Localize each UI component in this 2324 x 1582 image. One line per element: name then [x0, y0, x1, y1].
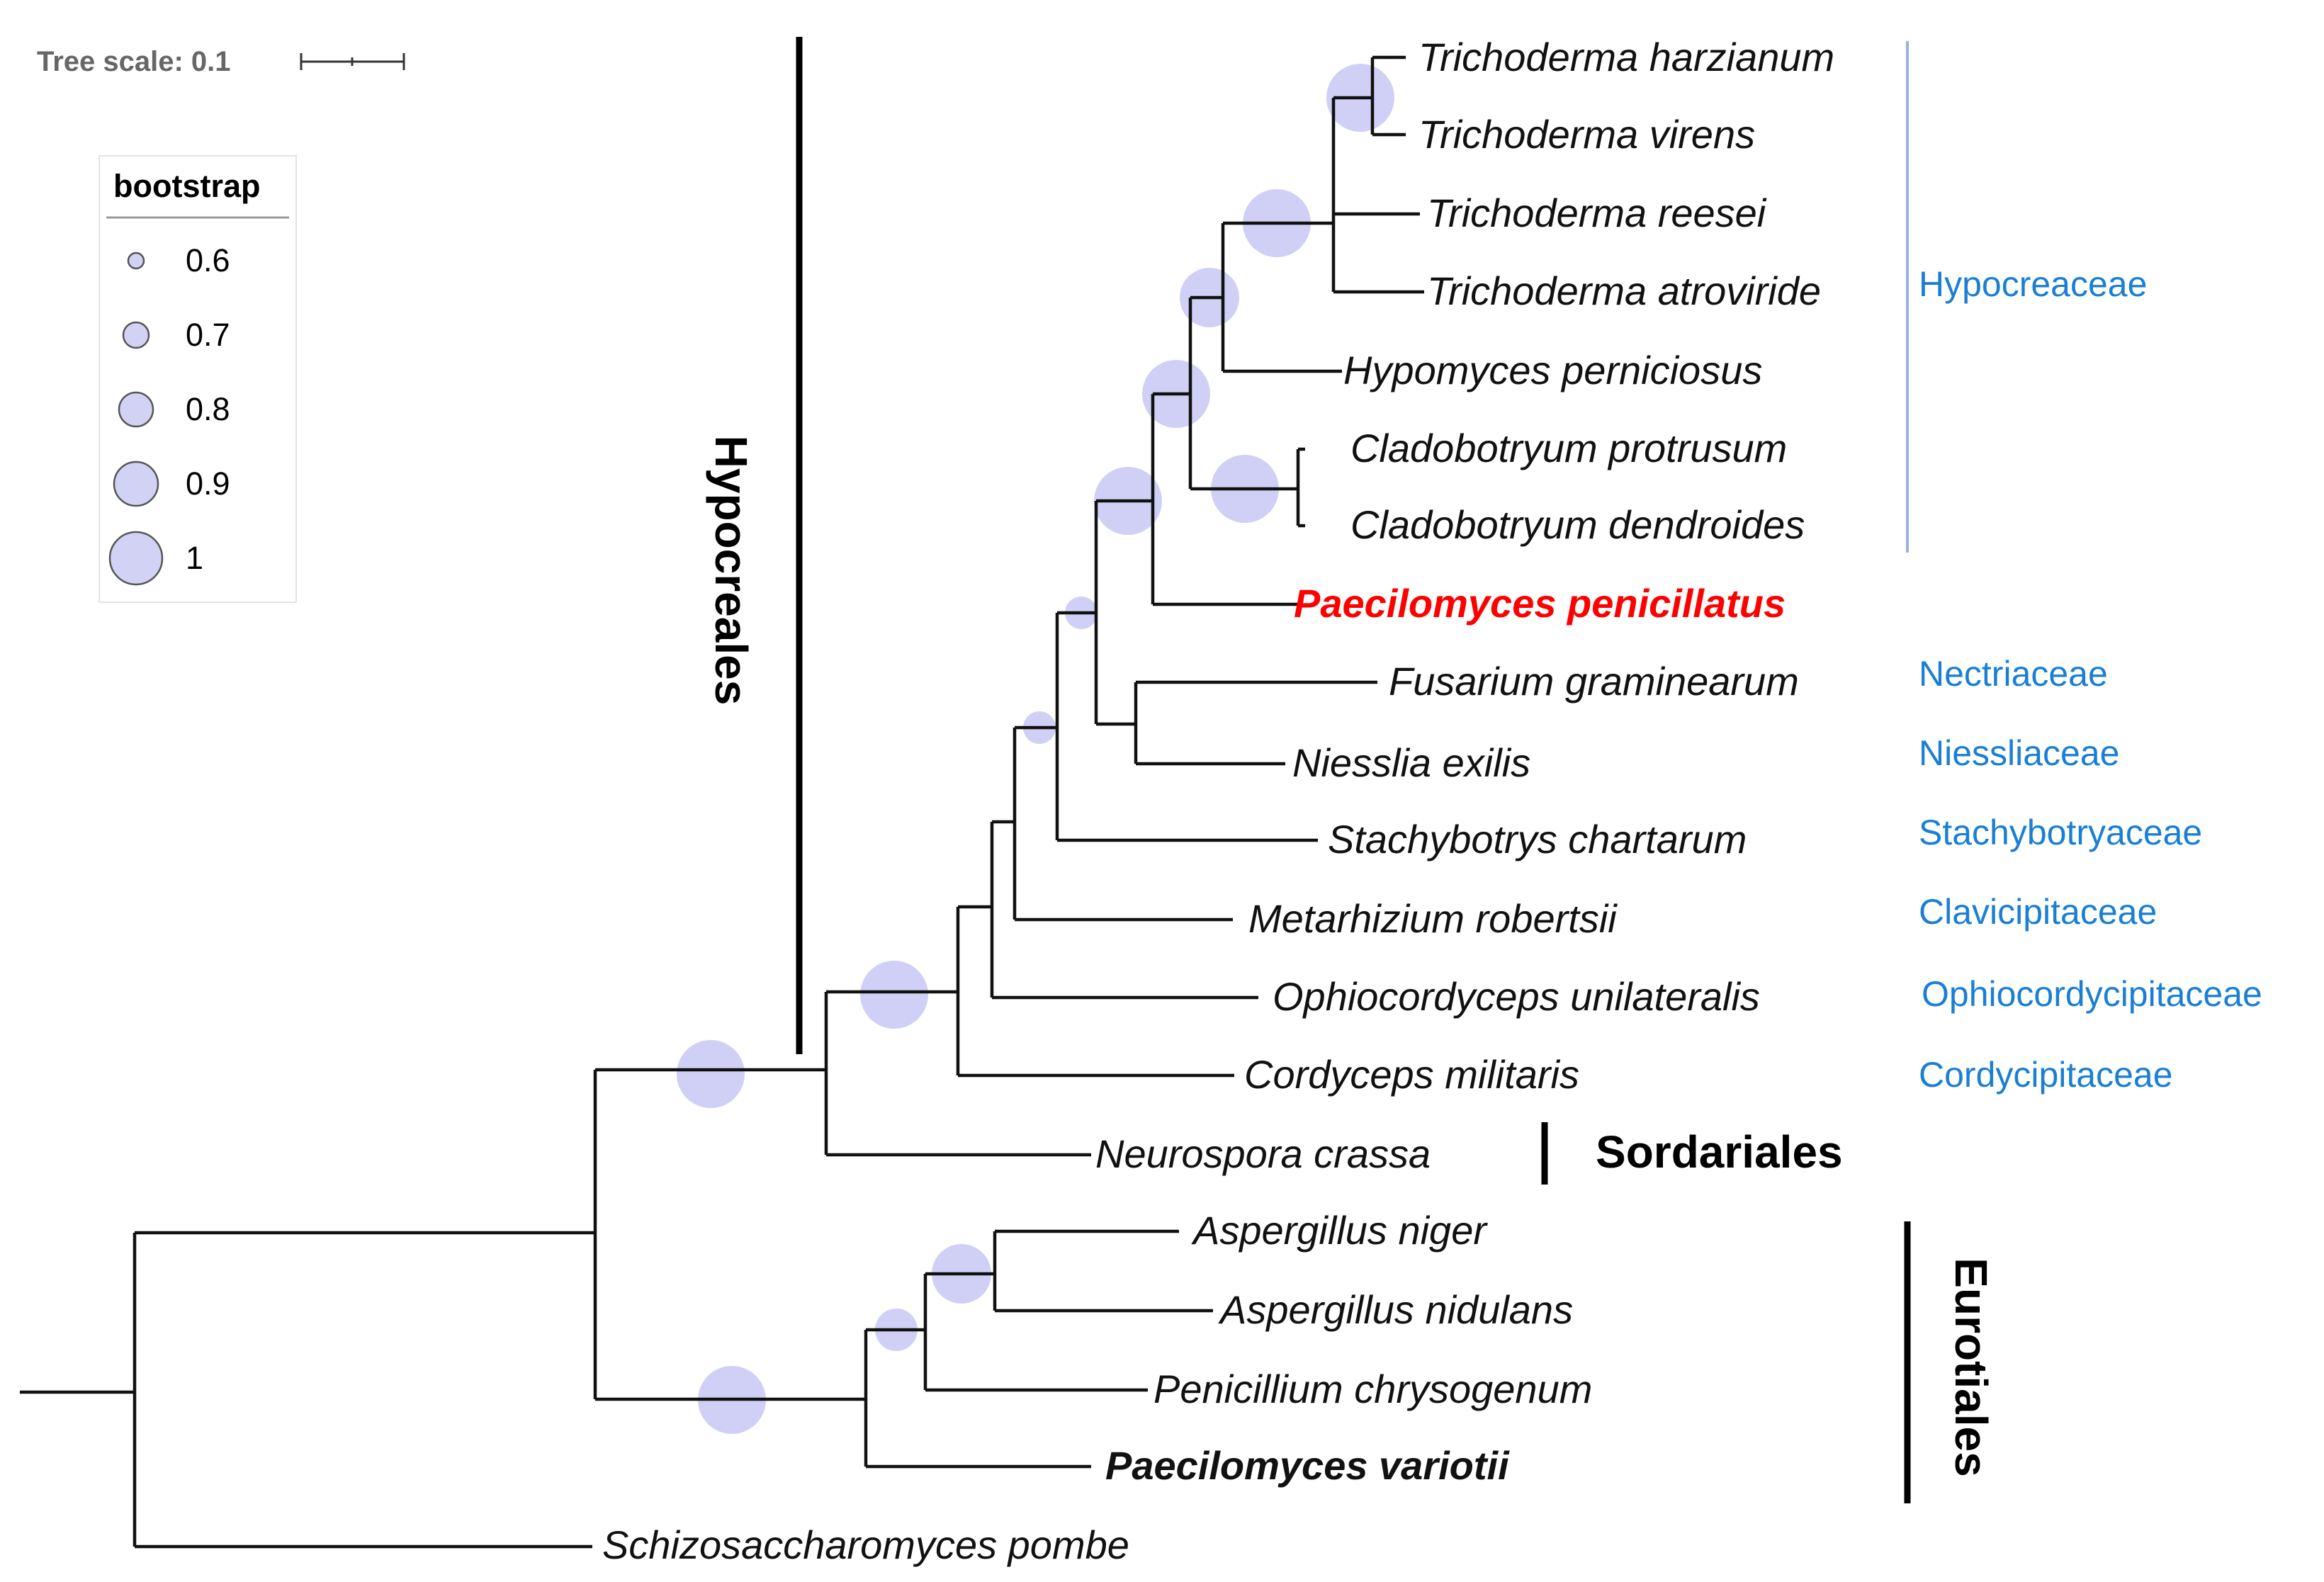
tree-branches: [20, 55, 1424, 1549]
taxon-label: Aspergillus niger: [1191, 1208, 1488, 1253]
taxon-label: Penicillium chrysogenum: [1153, 1367, 1592, 1411]
taxon-label: Cladobotryum protrusum: [1350, 426, 1787, 470]
legend-circle-0-8: [118, 391, 154, 428]
tree-scale-label: Tree scale: 0.1: [37, 46, 231, 77]
taxon-label: Hypomyces perniciosus: [1343, 348, 1762, 392]
legend-circle-1: [108, 531, 164, 586]
legend-label-0-7: 0.7: [186, 317, 230, 353]
family-annotations: Hypocreaceae Nectriaceae Niessliaceae St…: [1906, 41, 2262, 1095]
legend-label-1: 1: [186, 540, 203, 576]
taxon-label-highlight: Paecilomyces penicillatus: [1294, 581, 1786, 626]
family-label-niessliaceae: Niessliaceae: [1919, 733, 2119, 773]
taxon-label: Trichoderma reesei: [1427, 191, 1767, 235]
taxon-label-bold: Paecilomyces variotii: [1105, 1443, 1510, 1488]
taxon-labels: Trichoderma harzianum Trichoderma virens…: [602, 35, 1834, 1567]
order-annotations: Hypocreales Sordariales Eurotiales: [706, 37, 1997, 1503]
tree-scale: Tree scale: 0.1: [37, 46, 405, 77]
taxon-label: Fusarium graminearum: [1389, 659, 1799, 704]
order-label-sordariales: Sordariales: [1596, 1126, 1843, 1177]
bootstrap-legend: bootstrap 0.6 0.7 0.8 0.9 1: [98, 155, 297, 603]
taxon-label: Trichoderma harzianum: [1418, 35, 1834, 79]
order-label-hypocreales: Hypocreales: [706, 436, 757, 706]
legend-circle-0-7: [122, 321, 150, 349]
taxon-label: Trichoderma virens: [1418, 112, 1755, 157]
family-label-stachybotryaceae: Stachybotryaceae: [1919, 813, 2202, 852]
taxon-label: Cladobotryum dendroides: [1350, 502, 1805, 547]
taxon-label: Niesslia exilis: [1292, 740, 1530, 785]
family-label-nectriaceae: Nectriaceae: [1919, 654, 2108, 694]
legend-label-0-9: 0.9: [186, 465, 230, 502]
family-label-clavicipitaceae: Clavicipitaceae: [1919, 892, 2157, 932]
legend-circle-0-9: [113, 461, 159, 507]
family-label-ophiocordycipitaceae: Ophiocordycipitaceae: [1922, 974, 2262, 1014]
family-label-hypocreaceae: Hypocreaceae: [1919, 264, 2147, 304]
legend-title: bootstrap: [113, 168, 261, 204]
order-label-eurotiales: Eurotiales: [1946, 1258, 1997, 1476]
family-label-cordycipitaceae: Cordycipitaceae: [1919, 1055, 2173, 1095]
taxon-label: Metarhizium robertsii: [1248, 896, 1618, 941]
taxon-label: Schizosaccharomyces pombe: [602, 1522, 1129, 1567]
taxon-label: Ophiocordyceps unilateralis: [1273, 974, 1760, 1019]
taxon-label: Cordyceps militaris: [1244, 1052, 1579, 1097]
legend-label-0-8: 0.8: [186, 391, 230, 427]
legend-box: [98, 155, 297, 603]
bootstrap-node-sordariomycetes: [677, 1040, 745, 1108]
legend-circle-0-6: [127, 252, 145, 270]
taxon-label: Neurospora crassa: [1095, 1131, 1431, 1176]
taxon-label: Trichoderma atroviride: [1427, 269, 1821, 313]
legend-label-0-6: 0.6: [186, 242, 230, 278]
bootstrap-node-hypocreales: [860, 961, 928, 1029]
taxon-label: Stachybotrys chartarum: [1328, 817, 1747, 861]
taxon-label: Aspergillus nidulans: [1218, 1287, 1573, 1332]
